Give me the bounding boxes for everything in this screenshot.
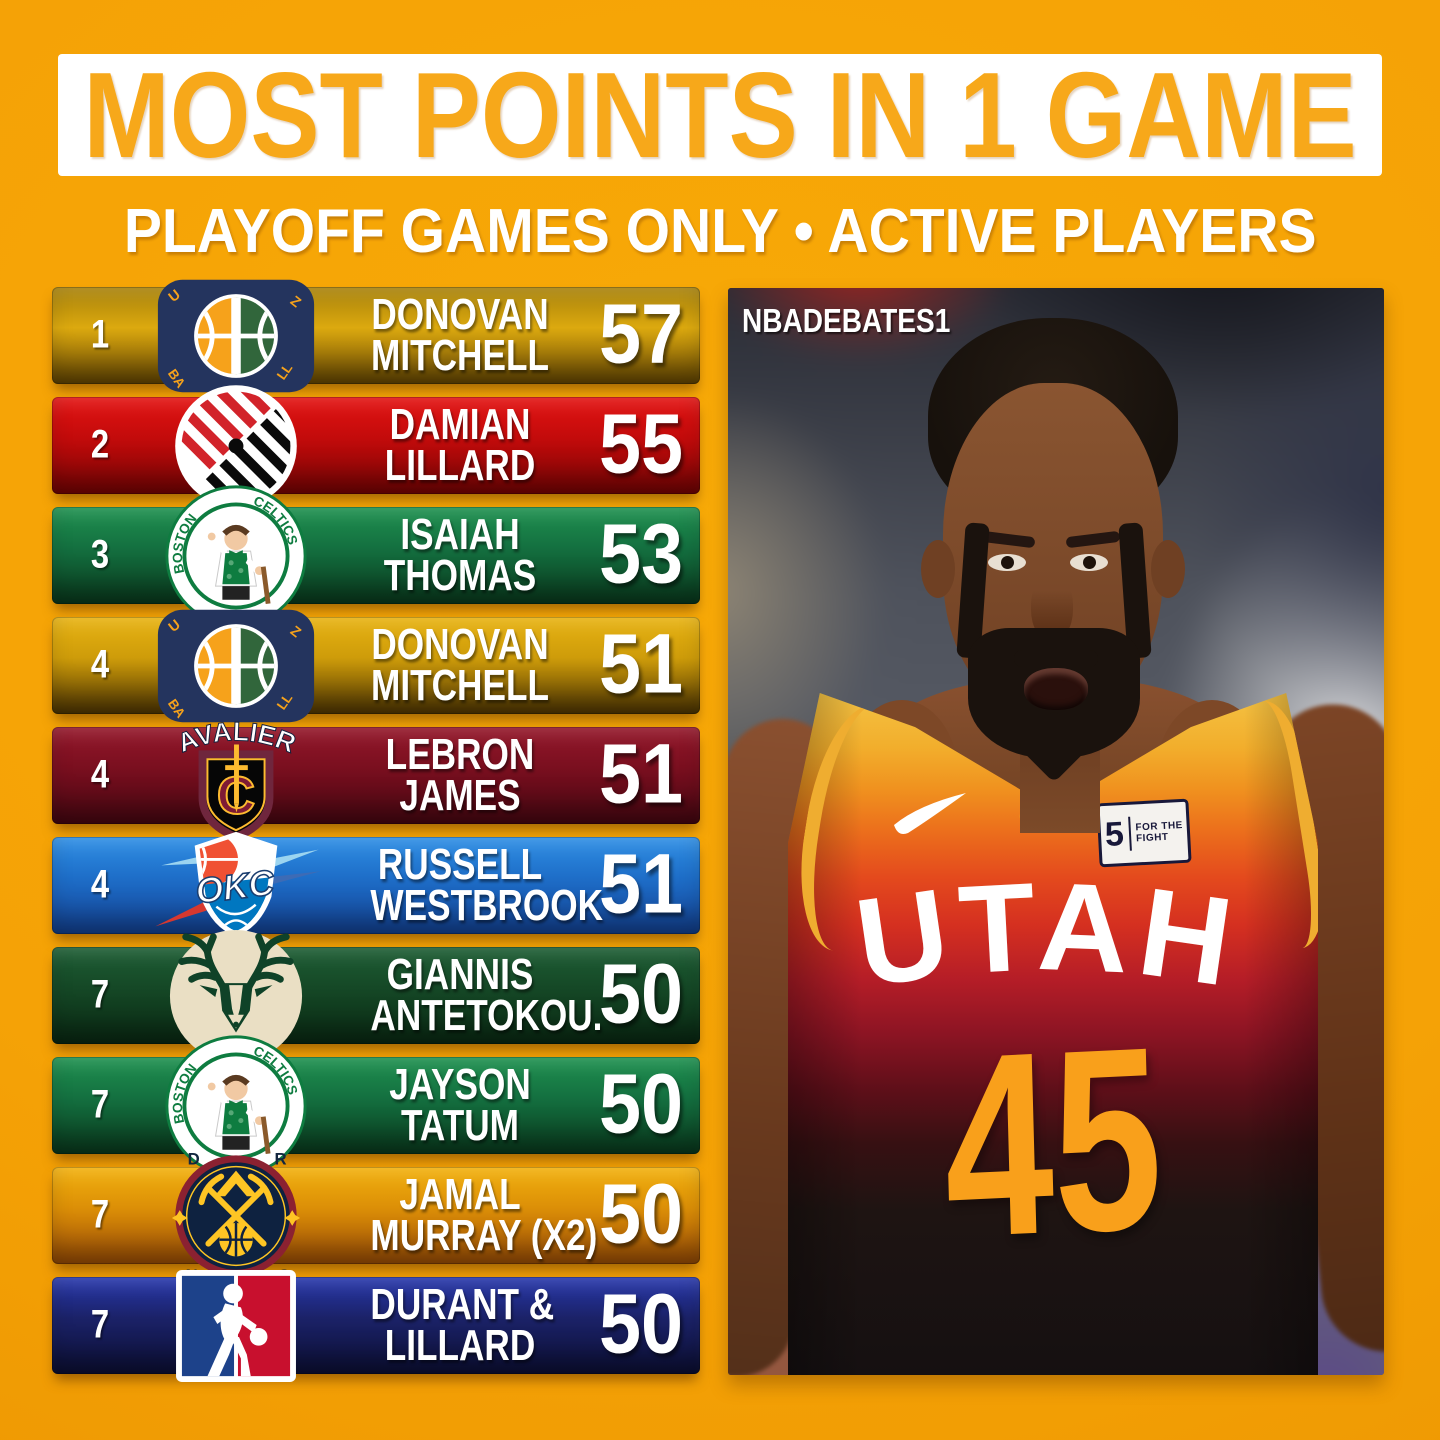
points-value: 50 <box>598 946 684 1041</box>
player-name: ISAIAH THOMAS <box>348 509 572 601</box>
player-ear <box>921 540 955 598</box>
rank-label: 7 <box>90 1192 110 1237</box>
nuggets-ring-letter: R <box>274 1149 286 1168</box>
rank-label: 1 <box>90 312 110 357</box>
player-mustache <box>1014 650 1098 667</box>
player-name-line1: JAYSON <box>389 1059 531 1109</box>
player-name-line2: WESTBROOK <box>370 881 604 931</box>
rank-label: 7 <box>90 1302 110 1347</box>
player-name: JAYSON TATUM <box>348 1059 572 1151</box>
utah-jazz-logo: U Z BA LL <box>142 279 330 392</box>
points-value: 50 <box>598 1056 684 1151</box>
nuggets-ring-letter: D <box>188 1149 200 1168</box>
player-name-line1: LEBRON <box>385 729 535 779</box>
subtitle: PLAYOFF GAMES ONLY • ACTIVE PLAYERS <box>0 196 1440 267</box>
celtics-logo: BOSTON CELTICS <box>142 1034 330 1177</box>
points-value: 51 <box>598 616 684 711</box>
bucks-logo <box>142 929 330 1062</box>
nuggets-logo: D R N S <box>142 1149 330 1285</box>
player-mouth <box>1024 668 1088 710</box>
player-name: DONOVAN MITCHELL <box>348 619 572 711</box>
leaderboard-row-8: 7 BOSTON CELTICS <box>52 1034 700 1177</box>
cavaliers-logo: C CAVALIERS <box>142 711 330 841</box>
leaderboard-row-6: 4 OKC <box>52 831 700 936</box>
player-name-line1: GIANNIS <box>386 949 534 999</box>
player-name: DAMIAN LILLARD <box>348 399 572 491</box>
player-name-line1: DAMIAN <box>389 399 531 449</box>
player-eye <box>1070 554 1108 571</box>
player-name: RUSSELL WESTBROOK <box>348 839 604 931</box>
title-banner: MOST POINTS IN 1 GAME <box>58 54 1382 176</box>
subtitle-text: PLAYOFF GAMES ONLY • ACTIVE PLAYERS <box>123 197 1317 266</box>
player-eye <box>988 554 1026 571</box>
points-value: 53 <box>598 506 684 601</box>
player-name-line2: TATUM <box>401 1101 519 1151</box>
player-name-line1: DONOVAN <box>371 289 549 339</box>
player-name-line1: DONOVAN <box>371 619 549 669</box>
leaderboard-row-4: 4 U Z BA LL <box>52 609 700 722</box>
player-name-line2: MITCHELL <box>371 661 549 711</box>
player-name: JAMAL MURRAY (X2) <box>348 1169 598 1261</box>
player-name: GIANNIS ANTETOKOU. <box>348 949 603 1041</box>
nba-logo <box>142 1269 330 1382</box>
rank-label: 4 <box>90 752 110 797</box>
player-name-line1: RUSSELL <box>377 839 543 889</box>
leaderboard-row-9: 7 D R N S <box>52 1149 700 1285</box>
leaderboard-row-2: 2 <box>52 384 700 507</box>
leaderboard-row-1: 1 U Z BA LL <box>52 279 700 392</box>
page-title: MOST POINTS IN 1 GAME <box>83 54 1357 176</box>
rank-label: 2 <box>90 422 110 467</box>
player-name-line2: MURRAY (X2) <box>370 1211 598 1261</box>
points-value: 55 <box>598 396 684 491</box>
leaderboard-row-5: 4 C CAVALIERS LEBRON JAMES 51 <box>52 711 700 841</box>
player-name: DONOVAN MITCHELL <box>348 289 572 381</box>
leaderboard: 1 U Z BA LL <box>52 279 700 1387</box>
points-value: 50 <box>598 1166 684 1261</box>
rank-label: 7 <box>90 972 110 1017</box>
rank-label: 4 <box>90 642 110 687</box>
player-name-line1: JAMAL <box>399 1169 521 1219</box>
jersey-number: 45 <box>940 993 1166 1293</box>
player-name-line2: JAMES <box>399 771 521 821</box>
points-value: 57 <box>598 286 684 381</box>
player-name-line1: ISAIAH <box>400 509 520 559</box>
patch-text: FOR THE FIGHT <box>1135 819 1184 845</box>
player-name-line2: LILLARD <box>384 441 536 491</box>
player-name: LEBRON JAMES <box>348 729 572 821</box>
points-value: 50 <box>598 1276 684 1371</box>
celtics-logo: BOSTON CELTICS <box>142 484 330 627</box>
leaderboard-row-7: 7 <box>52 929 700 1062</box>
player-name-line1: DURANT & <box>370 1279 555 1329</box>
player-name-line2: MITCHELL <box>371 331 549 381</box>
rank-label: 4 <box>90 862 110 907</box>
jersey-wordmark-text: UTAH <box>848 857 1240 1014</box>
nike-swoosh-icon <box>888 791 970 841</box>
player-name-line2: LILLARD <box>384 1321 536 1371</box>
svg-text:UTAH: UTAH <box>848 857 1248 1014</box>
leaderboard-row-3: 3 BOSTON CELTICS <box>52 484 700 627</box>
watermark: NBADEBATES1 <box>742 302 951 339</box>
points-value: 51 <box>598 836 684 931</box>
thunder-logo: OKC <box>142 831 330 936</box>
points-value: 51 <box>598 726 684 821</box>
player-ear <box>1151 540 1185 598</box>
player-name-line2: THOMAS <box>383 551 537 601</box>
rank-label: 3 <box>90 532 110 577</box>
rank-label: 7 <box>90 1082 110 1127</box>
jersey-wordmark: UTAH <box>848 857 1248 1014</box>
trail-blazers-logo <box>142 384 330 507</box>
leaderboard-row-10: 7 DURANT & L <box>52 1269 700 1382</box>
player-name-line2: ANTETOKOU. <box>370 991 603 1041</box>
player-photo: 5 FOR THE FIGHT UTAH 45 <box>728 288 1384 1375</box>
player-name: DURANT & LILLARD <box>348 1279 572 1371</box>
utah-jazz-logo: U Z BA LL <box>142 609 330 722</box>
